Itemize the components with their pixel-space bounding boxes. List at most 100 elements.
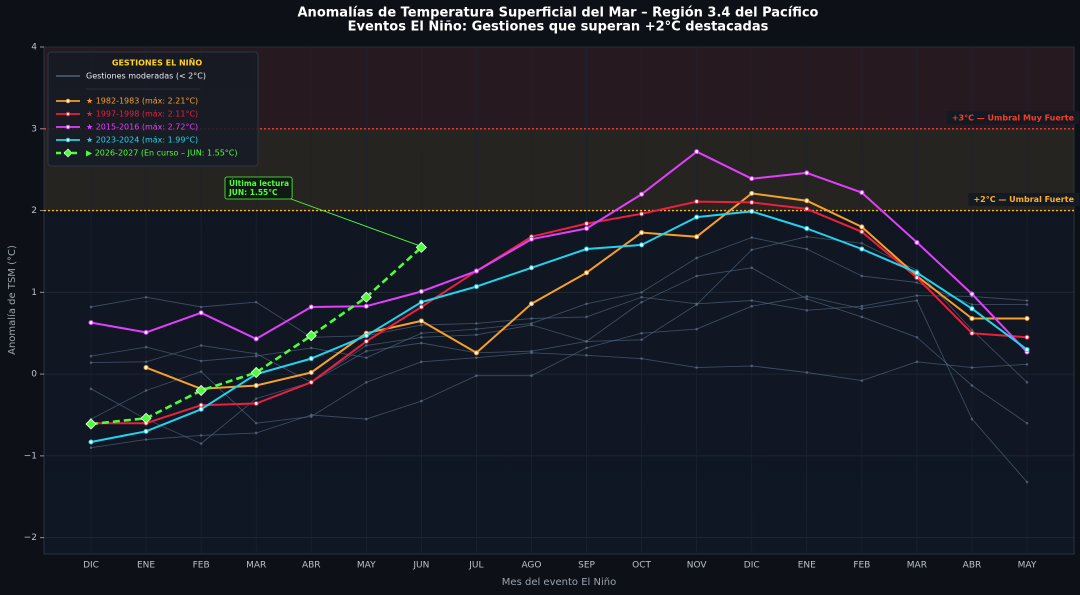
series-point <box>639 191 645 197</box>
moderate-point <box>199 359 203 363</box>
series-point <box>584 246 590 252</box>
moderate-point <box>860 274 864 278</box>
moderate-point <box>695 366 698 369</box>
moderate-point <box>420 331 423 335</box>
moderate-point <box>420 360 423 364</box>
series-point <box>418 289 424 295</box>
moderate-point <box>89 387 93 391</box>
series-point <box>804 226 810 232</box>
moderate-point <box>750 299 754 302</box>
moderate-point <box>254 431 258 435</box>
series-point <box>143 428 149 434</box>
series-point <box>584 226 590 232</box>
moderate-point <box>860 379 864 382</box>
series-point <box>253 383 259 389</box>
series-point <box>250 366 262 379</box>
moderate-point <box>254 300 258 304</box>
series-point <box>639 211 645 217</box>
series-point <box>528 265 534 271</box>
moderate-point <box>970 328 974 332</box>
x-tick-label: MAR <box>246 561 266 571</box>
x-tick-label: FEB <box>193 561 210 571</box>
moderate-point <box>420 341 423 345</box>
series-point <box>253 336 259 342</box>
moderate-point <box>309 415 313 418</box>
x-tick-label: JUL <box>468 561 483 571</box>
moderate-point <box>420 399 423 403</box>
series-point <box>305 330 317 342</box>
annotation-text: JUN: 1.55°C <box>228 188 278 197</box>
moderate-point <box>750 248 754 252</box>
moderate-point <box>585 302 588 306</box>
series-line <box>90 210 1028 443</box>
x-tick-label: SEP <box>578 561 595 571</box>
x-tick-label: MAY <box>1018 561 1037 571</box>
series-point <box>584 270 590 276</box>
moderate-point <box>475 322 478 325</box>
x-tick-label: MAR <box>907 561 927 571</box>
series-point <box>363 303 369 309</box>
series-line <box>90 150 1028 353</box>
moderate-point <box>1025 380 1029 384</box>
series-point <box>473 268 479 274</box>
moderate-line <box>90 295 1028 338</box>
moderate-point <box>970 384 974 387</box>
series-point <box>749 176 755 182</box>
moderate-point <box>1025 480 1029 484</box>
series-point <box>914 275 920 281</box>
series-point <box>140 412 152 424</box>
moderate-point <box>860 241 864 245</box>
moderate-point <box>640 338 643 342</box>
x-tick-label: NOV <box>687 561 708 571</box>
series-point <box>308 304 314 310</box>
series-point <box>969 315 975 321</box>
series-point <box>363 338 369 344</box>
series-point <box>88 439 94 445</box>
x-tick-label: MAY <box>357 561 376 571</box>
moderate-point <box>915 299 919 302</box>
legend-label: Gestiones moderadas (< 2°C) <box>86 72 206 81</box>
series-point <box>473 350 479 356</box>
moderate-line <box>90 237 1027 362</box>
legend-marker <box>65 124 71 130</box>
series-point <box>143 329 149 335</box>
series-point <box>914 239 920 245</box>
moderate-point <box>805 235 809 239</box>
series-point <box>859 246 865 252</box>
moderate-point <box>1025 299 1029 302</box>
threshold-label: +3°C — Umbral Muy Fuerte <box>952 113 1075 122</box>
series-point <box>88 320 94 326</box>
annotation-box <box>224 176 293 200</box>
moderate-point <box>750 364 754 368</box>
moderate-point <box>89 354 93 358</box>
x-tick-label: DIC <box>744 561 760 571</box>
moderate-point <box>144 389 148 392</box>
threshold-label-box <box>968 193 1080 207</box>
moderate-point <box>640 295 643 299</box>
series-point <box>528 236 534 242</box>
series-point <box>639 230 645 236</box>
legend-label: ★ 1997-1998 (máx: 2.11°C) <box>86 110 198 119</box>
x-tick-label: ABR <box>302 561 321 571</box>
legend-marker <box>65 111 71 117</box>
moderate-point <box>309 346 313 350</box>
series-point <box>85 418 97 430</box>
moderate-point <box>530 323 533 327</box>
moderate-point <box>199 370 203 373</box>
annotation-arrow <box>290 198 419 246</box>
y-tick-label: 1 <box>31 288 37 298</box>
series-point <box>198 406 204 412</box>
moderate-point <box>585 353 588 357</box>
series-point <box>198 310 204 316</box>
series-point <box>143 365 149 371</box>
series-point <box>859 229 865 235</box>
series-point <box>969 306 975 312</box>
series-point <box>749 199 755 205</box>
moderate-point <box>585 346 588 350</box>
moderate-point <box>1025 303 1029 306</box>
series-point <box>253 401 259 407</box>
moderate-point <box>365 356 368 360</box>
moderate-point <box>695 303 698 306</box>
